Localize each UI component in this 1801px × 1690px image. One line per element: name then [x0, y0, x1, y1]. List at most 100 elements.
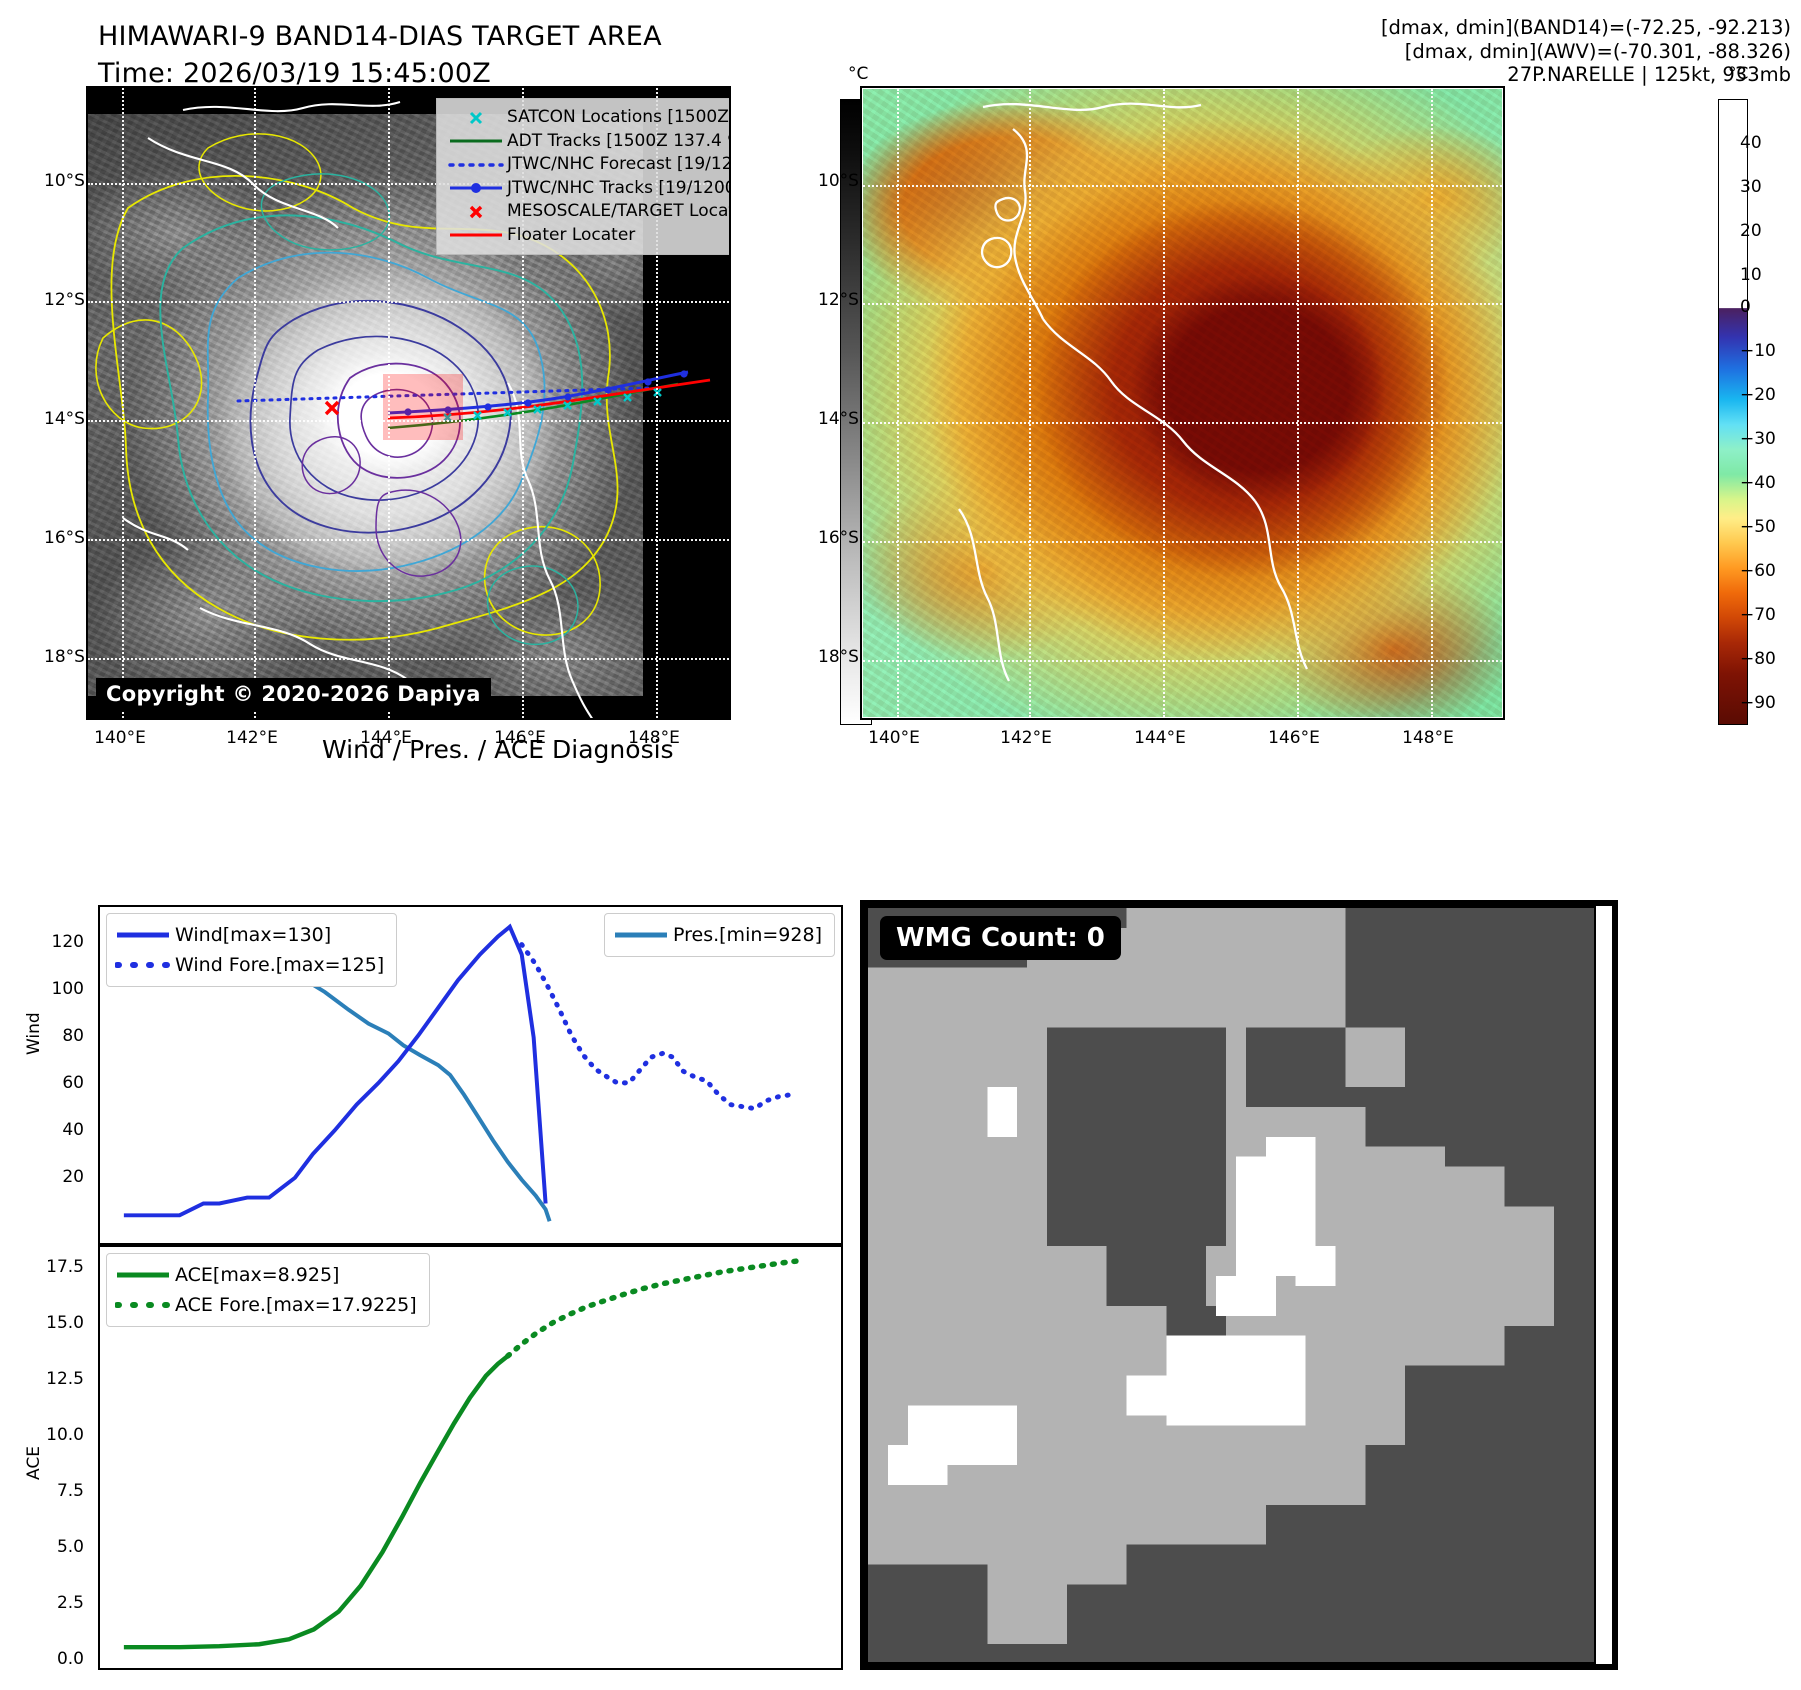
ytick: 2.5: [56, 1593, 84, 1613]
legend-label: SATCON Locations [1500Z 136 925]: [507, 107, 729, 127]
cbtick: −90: [1740, 693, 1776, 713]
ytick: 15.0: [46, 1313, 84, 1333]
gridline-lat-10S: [88, 183, 729, 185]
metadata-block: [dmax, dmin](BAND14)=(-72.25, -92.213) […: [1380, 16, 1791, 89]
lat-label-10S: 10°S: [818, 171, 859, 191]
ir-map-legend: SATCON Locations [1500Z 136 925] ADT Tra…: [436, 98, 729, 255]
cbtick: −20: [1740, 385, 1776, 405]
wind-axis: 120 100 80 60 40 20 Wind: [0, 905, 98, 1245]
lat-label-12S: 12°S: [818, 290, 859, 310]
wmg-panel[interactable]: WMG Count: 0: [860, 900, 1618, 1670]
ace-plot-area: [123, 1258, 801, 1650]
gridline-lon-146E: [1297, 89, 1299, 717]
x-marker-cyan-icon: [445, 108, 507, 128]
ytick: 7.5: [56, 1481, 84, 1501]
title-line: HIMAWARI-9 BAND14-DIAS TARGET AREA: [98, 21, 662, 52]
ytick: 100: [51, 979, 84, 999]
ir-satellite-panel[interactable]: SATCON Locations [1500Z 136 925] ADT Tra…: [86, 86, 731, 720]
gridline-lat-18S: [863, 660, 1502, 662]
ytick: 17.5: [46, 1257, 84, 1277]
dotted-line-blue-icon: [445, 159, 507, 171]
gridline-lon-144E: [388, 88, 390, 718]
ytick: 20: [62, 1167, 84, 1187]
diagnosis-title: Wind / Pres. / ACE Diagnosis: [322, 735, 674, 764]
ace-axis: 17.5 15.0 12.5 10.0 7.5 5.0 2.5 0.0 ACE: [0, 1245, 98, 1670]
wmg-count-badge: WMG Count: 0: [880, 916, 1121, 960]
gridline-lon-148E: [656, 88, 658, 718]
cbtick: −40: [1740, 473, 1776, 493]
cbtick: −70: [1740, 605, 1776, 625]
gridline-lat-12S: [88, 301, 729, 303]
cbtick: −50: [1740, 517, 1776, 537]
gridline-lat-14S: [863, 422, 1502, 424]
legend-item-jtwc-forecast: JTWC/NHC Forecast [19/1200Z]: [445, 153, 729, 177]
enhanced-ir-panel[interactable]: [860, 86, 1505, 720]
gridline-lon-140E: [122, 88, 124, 718]
legend-item-mesoscale: MESOSCALE/TARGET Location: [445, 200, 729, 224]
x-marker-red-icon: [445, 202, 507, 222]
gridline-lon-144E: [1163, 89, 1165, 717]
wind-pressure-plot-area: [123, 922, 793, 1222]
gridline-lon-142E: [254, 88, 256, 718]
gridline-lat-18S: [88, 658, 729, 660]
lat-label-16S: 16°S: [818, 528, 859, 548]
lat-label-10S: 10°S: [44, 171, 85, 191]
dmax-band14-text: [dmax, dmin](BAND14)=(-72.25, -92.213): [1380, 16, 1791, 39]
lat-label-16S: 16°S: [44, 528, 85, 548]
ytick: 120: [51, 932, 84, 952]
enhanced-ir-colorbar: [1718, 99, 1748, 725]
wmg-cell-grid: [868, 908, 1594, 1664]
legend-item-jtwc-tracks: JTWC/NHC Tracks [19/1200Z]: [445, 177, 729, 201]
lat-label-18S: 18°S: [818, 647, 859, 667]
lat-label-14S: 14°S: [44, 409, 85, 429]
ace-chart[interactable]: [98, 1245, 843, 1670]
ytick: 60: [62, 1073, 84, 1093]
legend-item-satcon: SATCON Locations [1500Z 136 925]: [445, 106, 729, 130]
enhanced-ir-colorbar-ticks: 40 30 20 10 0 −10 −20 −30 −40 −50 −60 −7…: [1718, 99, 1801, 723]
wmg-cloud-cluster-map: [868, 908, 1594, 1664]
legend-label: MESOSCALE/TARGET Location: [507, 201, 729, 221]
lon-label-146E: 146°E: [494, 728, 546, 748]
cbtick: 40: [1740, 133, 1762, 153]
cbtick: 10: [1740, 265, 1762, 285]
lon-label-148E: 148°E: [628, 728, 680, 748]
enhanced-ir-coast-overlay: [958, 102, 1309, 682]
ytick: 0.0: [56, 1649, 84, 1669]
lon-label-144E: 144°E: [1134, 728, 1186, 748]
legend-label: JTWC/NHC Forecast [19/1200Z]: [507, 154, 729, 174]
cbtick: 30: [1740, 177, 1762, 197]
line-green-icon: [445, 135, 507, 147]
lon-label-142E: 142°E: [1000, 728, 1052, 748]
gridline-lon-148E: [1431, 89, 1433, 717]
gridline-lat-14S: [88, 420, 729, 422]
lon-label-142E: 142°E: [226, 728, 278, 748]
lat-label-12S: 12°S: [44, 290, 85, 310]
gridline-lon-142E: [1029, 89, 1031, 717]
legend-item-floater: Floater Locater: [445, 224, 729, 248]
wind-pressure-chart[interactable]: [98, 905, 843, 1245]
gridline-lat-16S: [88, 539, 729, 541]
ir-colorbar-unit: °C: [848, 64, 869, 84]
ytick: 12.5: [46, 1369, 84, 1389]
lon-label-146E: 146°E: [1268, 728, 1320, 748]
enhanced-ir-colorbar-unit: °C: [1728, 64, 1749, 84]
line-red-icon: [445, 229, 507, 241]
wind-axis-label: Wind: [24, 1012, 44, 1055]
gridline-lat-12S: [863, 303, 1502, 305]
enhanced-ir-texture-layer: [863, 89, 1502, 717]
gridline-lat-10S: [863, 185, 1502, 187]
cbtick: −80: [1740, 649, 1776, 669]
legend-item-adt: ADT Tracks [1500Z 137.4 921.1]: [445, 130, 729, 154]
line-dot-blue-icon: [445, 181, 507, 195]
cbtick: −60: [1740, 561, 1776, 581]
legend-label: ADT Tracks [1500Z 137.4 921.1]: [507, 130, 729, 151]
ir-contour-overlay: [95, 100, 711, 718]
legend-label: Floater Locater: [507, 224, 636, 245]
ace-axis-label: ACE: [24, 1446, 44, 1480]
lat-label-18S: 18°S: [44, 647, 85, 667]
cbtick: −10: [1740, 341, 1776, 361]
cbtick: 0: [1740, 297, 1751, 317]
gridline-lon-140E: [897, 89, 899, 717]
enhanced-ir-image: [863, 89, 1502, 717]
lon-label-144E: 144°E: [360, 728, 412, 748]
